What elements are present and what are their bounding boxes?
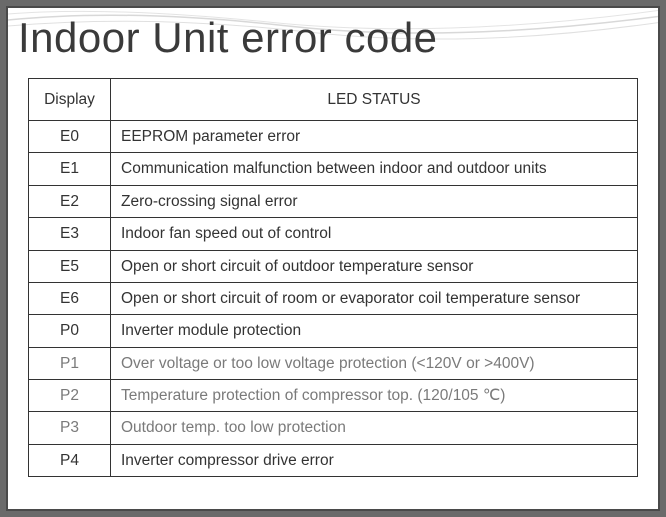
table-row: P0Inverter module protection: [29, 315, 638, 347]
display-cell: P0: [29, 315, 111, 347]
table-row: E5Open or short circuit of outdoor tempe…: [29, 250, 638, 282]
table-row: E2Zero-crossing signal error: [29, 185, 638, 217]
display-cell: E0: [29, 121, 111, 153]
table-row: E6Open or short circuit of room or evapo…: [29, 282, 638, 314]
header-display: Display: [29, 79, 111, 121]
display-cell: P1: [29, 347, 111, 379]
status-cell: Outdoor temp. too low protection: [111, 412, 638, 444]
status-cell: Open or short circuit of outdoor tempera…: [111, 250, 638, 282]
table-row: P2Temperature protection of compressor t…: [29, 380, 638, 412]
status-cell: Inverter module protection: [111, 315, 638, 347]
table-row: E1Communication malfunction between indo…: [29, 153, 638, 185]
table-row: P4Inverter compressor drive error: [29, 444, 638, 476]
display-cell: E1: [29, 153, 111, 185]
display-cell: E5: [29, 250, 111, 282]
table-header-row: Display LED STATUS: [29, 79, 638, 121]
display-cell: P3: [29, 412, 111, 444]
page-title: Indoor Unit error code: [8, 8, 658, 70]
status-cell: EEPROM parameter error: [111, 121, 638, 153]
display-cell: P4: [29, 444, 111, 476]
header-status: LED STATUS: [111, 79, 638, 121]
status-cell: Communication malfunction between indoor…: [111, 153, 638, 185]
table-body: E0EEPROM parameter errorE1Communication …: [29, 121, 638, 477]
status-cell: Inverter compressor drive error: [111, 444, 638, 476]
status-cell: Indoor fan speed out of control: [111, 218, 638, 250]
status-cell: Temperature protection of compressor top…: [111, 380, 638, 412]
table-row: E0EEPROM parameter error: [29, 121, 638, 153]
table-row: P1Over voltage or too low voltage protec…: [29, 347, 638, 379]
table-row: P3Outdoor temp. too low protection: [29, 412, 638, 444]
display-cell: E3: [29, 218, 111, 250]
table-container: Display LED STATUS E0EEPROM parameter er…: [8, 70, 658, 487]
error-code-table: Display LED STATUS E0EEPROM parameter er…: [28, 78, 638, 477]
table-row: E3Indoor fan speed out of control: [29, 218, 638, 250]
display-cell: E6: [29, 282, 111, 314]
display-cell: E2: [29, 185, 111, 217]
display-cell: P2: [29, 380, 111, 412]
slide-frame: Indoor Unit error code Display LED STATU…: [6, 6, 660, 511]
status-cell: Over voltage or too low voltage protecti…: [111, 347, 638, 379]
status-cell: Zero-crossing signal error: [111, 185, 638, 217]
status-cell: Open or short circuit of room or evapora…: [111, 282, 638, 314]
